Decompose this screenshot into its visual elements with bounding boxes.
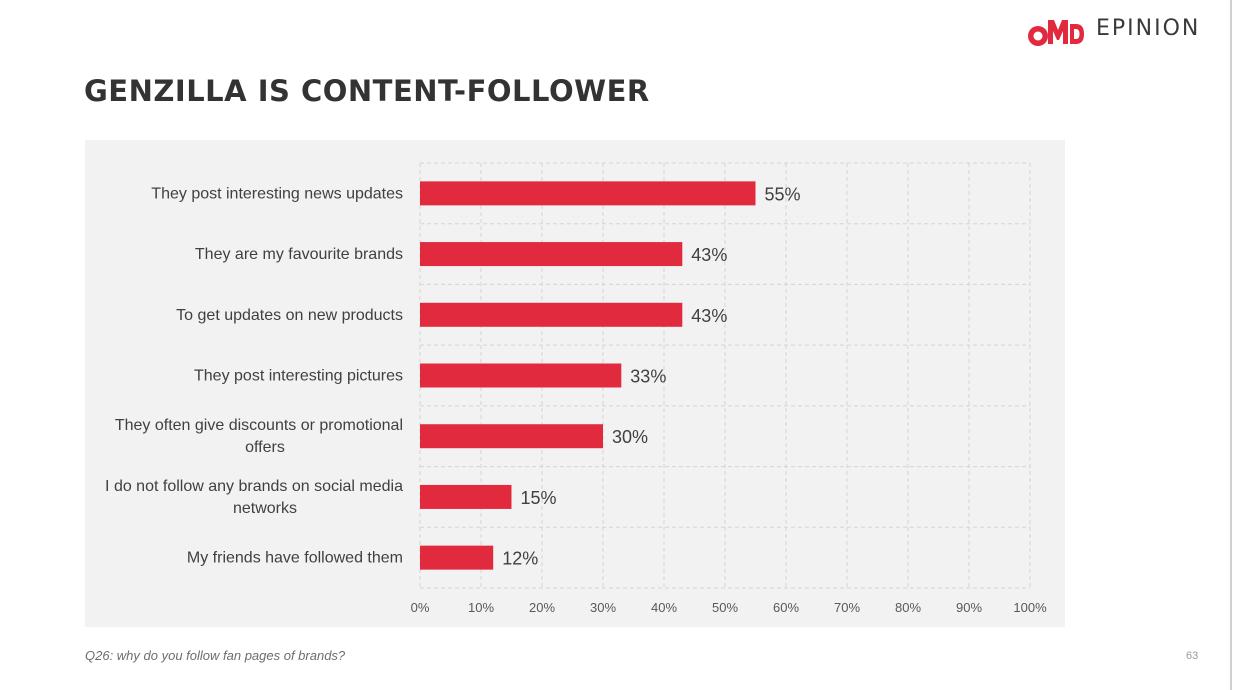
x-tick-label: 70% [834,600,860,615]
x-tick-label: 90% [956,600,982,615]
bar [420,181,756,206]
omd-epinion-logo: EPINION [1026,10,1206,50]
category-label: They are my favourite brands [195,246,403,263]
x-tick-label: 50% [712,600,738,615]
question-footnote: Q26: why do you follow fan pages of bran… [85,648,346,663]
data-label: 12% [502,549,538,569]
category-label-line: I do not follow any brands on social med… [105,478,403,495]
bar [420,545,494,570]
category-label: They post interesting pictures [194,368,403,385]
category-label-line: To get updates on new products [176,307,403,324]
brand-name: EPINION [1096,16,1201,41]
x-tick-label: 0% [411,600,430,615]
category-label-line: networks [233,500,297,517]
bar [420,484,512,509]
right-edge-rule [1230,0,1232,690]
data-label: 30% [612,427,648,447]
bar [420,363,622,388]
category-label-line: They post interesting news updates [151,185,403,202]
category-label-line: My friends have followed them [187,550,403,567]
category-label: They post interesting news updates [151,185,403,202]
category-label-line: They often give discounts or promotional [115,417,403,434]
x-tick-label: 30% [590,600,616,615]
chart-panel: 0% 10% 20% 30% 40% 50% 60% 70% 80% 90% 100% 55% They… [85,140,1065,627]
x-tick-label: 60% [773,600,799,615]
category-label-line: offers [245,439,285,456]
page-number: 63 [1186,650,1199,662]
data-label: 43% [691,245,727,265]
x-tick-label: 80% [895,600,921,615]
bar [420,242,683,267]
omd-logo-icon [1028,20,1084,46]
category-label: They often give discounts or promotional… [115,417,403,456]
x-tick-label: 40% [651,600,677,615]
category-label: I do not follow any brands on social med… [105,478,403,517]
x-tick-label: 100% [1013,600,1047,615]
bar-chart: 0% 10% 20% 30% 40% 50% 60% 70% 80% 90% 100% 55% They… [105,162,1047,615]
category-label: My friends have followed them [187,550,403,567]
bar [420,424,603,449]
category-label: To get updates on new products [176,307,403,324]
data-label: 33% [630,367,666,387]
category-label-line: They post interesting pictures [194,368,403,385]
x-tick-label: 10% [468,600,494,615]
data-label: 43% [691,306,727,326]
page-title: GENZILLA IS CONTENT-FOLLOWER [84,74,650,108]
bar [420,302,683,327]
data-label: 15% [521,488,557,508]
category-label-line: They are my favourite brands [195,246,403,263]
data-label: 55% [765,184,801,204]
x-tick-label: 20% [529,600,555,615]
